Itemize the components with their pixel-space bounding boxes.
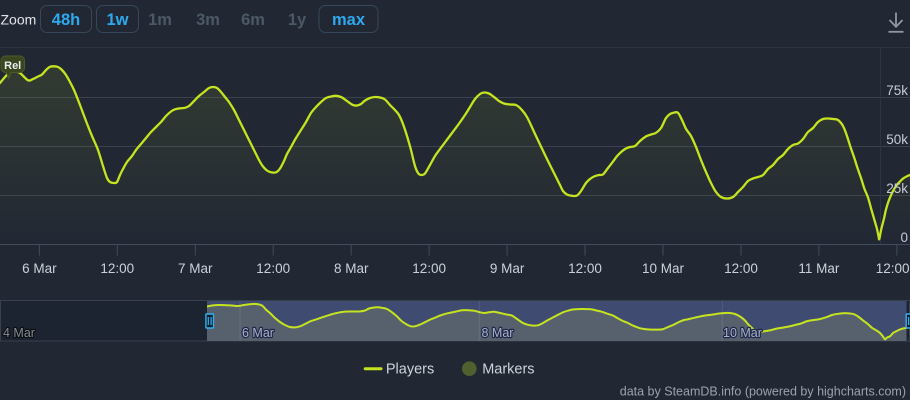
svg-text:Markers: Markers	[482, 362, 534, 378]
svg-text:12:00: 12:00	[256, 261, 290, 276]
svg-text:6m: 6m	[241, 11, 265, 29]
svg-text:1y: 1y	[288, 11, 307, 29]
svg-text:11 Mar: 11 Mar	[798, 261, 840, 276]
svg-text:Players: Players	[386, 362, 434, 378]
svg-text:48h: 48h	[52, 11, 80, 29]
svg-text:12:00: 12:00	[876, 261, 910, 276]
svg-text:12:00: 12:00	[100, 261, 134, 276]
svg-text:75k: 75k	[886, 83, 908, 98]
svg-text:3m: 3m	[196, 11, 220, 29]
svg-text:0: 0	[900, 230, 908, 245]
svg-text:12:00: 12:00	[412, 261, 446, 276]
svg-text:Zoom: Zoom	[1, 12, 37, 28]
svg-text:6 Mar: 6 Mar	[242, 326, 274, 340]
svg-text:25k: 25k	[886, 181, 908, 196]
svg-text:6 Mar: 6 Mar	[22, 261, 57, 276]
svg-text:8 Mar: 8 Mar	[334, 261, 369, 276]
svg-text:9 Mar: 9 Mar	[490, 261, 525, 276]
svg-text:Rel: Rel	[4, 60, 21, 72]
svg-text:7 Mar: 7 Mar	[178, 261, 213, 276]
svg-text:4 Mar: 4 Mar	[3, 326, 35, 340]
svg-text:12:00: 12:00	[568, 261, 602, 276]
svg-text:1w: 1w	[106, 11, 128, 29]
svg-text:data by SteamDB.info (powered: data by SteamDB.info (powered by highcha…	[620, 385, 906, 399]
svg-text:50k: 50k	[886, 132, 908, 147]
svg-text:10 Mar: 10 Mar	[723, 326, 762, 340]
svg-text:1m: 1m	[148, 11, 172, 29]
svg-text:8 Mar: 8 Mar	[482, 326, 514, 340]
svg-text:10 Mar: 10 Mar	[642, 261, 685, 276]
svg-text:12:00: 12:00	[724, 261, 758, 276]
svg-text:max: max	[332, 11, 366, 29]
